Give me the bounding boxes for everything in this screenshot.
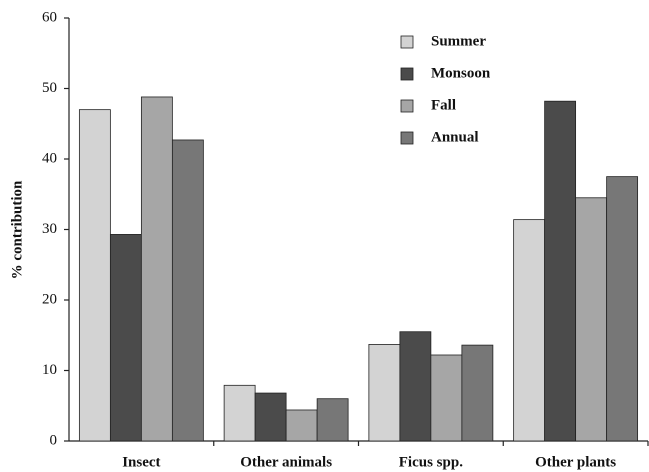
y-tick-label: 60: [42, 9, 57, 25]
bar: [285, 409, 318, 442]
y-axis-label: % contribution: [9, 180, 25, 279]
bar: [575, 197, 608, 442]
bar: [430, 354, 463, 442]
legend-swatch: [400, 67, 414, 81]
bar: [316, 398, 349, 442]
bar: [223, 384, 256, 442]
y-tick-label: 50: [42, 80, 57, 96]
bar: [109, 234, 142, 442]
legend-swatch: [400, 131, 414, 145]
legend-label: Fall: [431, 97, 456, 113]
bar: [140, 96, 173, 442]
x-tick-label: Other plants: [535, 454, 616, 470]
x-tick-label: Other animals: [240, 454, 332, 470]
bar: [606, 176, 639, 442]
bar: [461, 344, 494, 442]
legend-swatch: [400, 35, 414, 49]
legend-label: Summer: [431, 33, 486, 49]
y-tick-label: 20: [42, 291, 57, 307]
bar: [544, 100, 577, 442]
y-tick-label: 30: [42, 221, 57, 237]
bar: [513, 219, 546, 442]
x-tick-label: Ficus spp.: [399, 454, 463, 470]
bar: [78, 109, 111, 442]
legend-swatch: [400, 99, 414, 113]
legend-label: Monsoon: [431, 65, 491, 81]
y-tick-label: 40: [42, 150, 57, 166]
legend-label: Annual: [431, 129, 479, 145]
bar: [171, 139, 204, 442]
y-tick-label: 0: [50, 432, 58, 448]
y-tick-label: 10: [42, 362, 57, 378]
x-tick-label: Insect: [122, 454, 160, 470]
bar: [399, 331, 432, 442]
bar: [368, 344, 401, 442]
bar: [254, 392, 287, 442]
